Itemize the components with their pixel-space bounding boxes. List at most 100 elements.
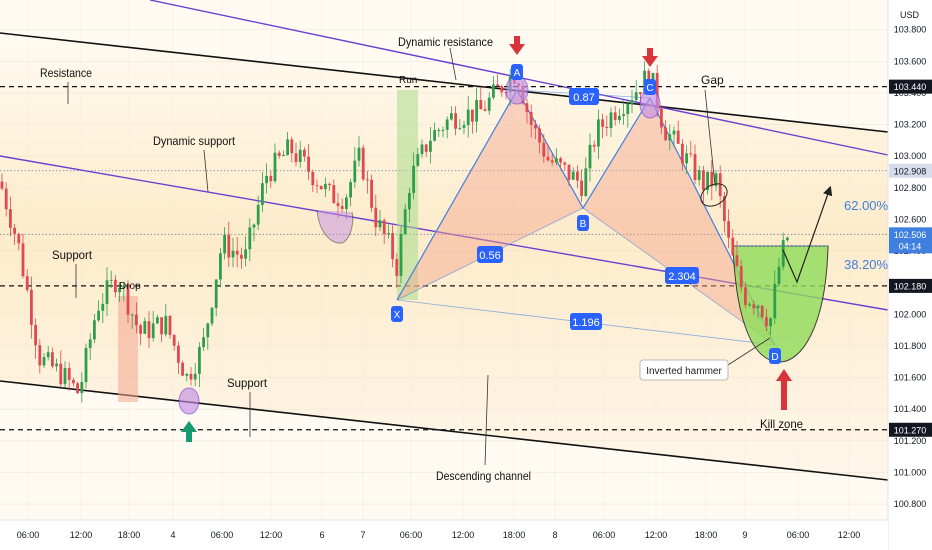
candle-body <box>592 144 596 147</box>
candle-body <box>769 318 772 327</box>
candle-body <box>25 276 29 290</box>
candle-body <box>4 188 8 210</box>
candle-body <box>282 155 285 157</box>
candle-body <box>567 164 571 180</box>
candle-body <box>576 171 579 181</box>
x-tick-label: 18:00 <box>503 530 526 540</box>
y-tick-label: 101.200 <box>894 436 927 446</box>
time-ticks: 06:00 12:00 18:00 4 06:00 12:00 6 7 06:00 12:00 18… <box>17 530 861 540</box>
candle-body <box>13 227 16 234</box>
candle-body <box>198 347 201 374</box>
red-arrow-c <box>642 48 658 67</box>
candle-body <box>168 315 172 335</box>
ratio-box <box>569 88 599 105</box>
candle-body <box>231 250 235 258</box>
candle-body <box>240 254 243 259</box>
drop-zone <box>118 296 138 402</box>
candle-body <box>143 321 147 334</box>
y-tick-label: 101.400 <box>894 404 927 414</box>
ratio-label: 1.196 <box>572 317 600 329</box>
candle-body <box>580 180 583 196</box>
candle-body <box>693 154 697 181</box>
svg-text:Inverted hammer: Inverted hammer <box>646 366 722 377</box>
time-axis[interactable] <box>0 520 888 550</box>
candle-body <box>30 289 33 325</box>
y-tick-label: 101.600 <box>894 373 927 383</box>
candle-body <box>781 240 785 267</box>
candle-body <box>685 153 688 164</box>
candle-body <box>88 339 92 349</box>
ratio-box <box>665 267 699 284</box>
candle-body <box>429 140 432 152</box>
candle-body <box>374 207 378 228</box>
candle-body <box>164 315 168 335</box>
pattern-xab <box>397 90 583 300</box>
candle-body <box>349 182 352 198</box>
candle-body <box>634 92 638 101</box>
candle-body <box>324 183 327 190</box>
x-tick-label: 06:00 <box>400 530 423 540</box>
candle-body <box>744 287 747 305</box>
x-tick-label: 12:00 <box>70 530 93 540</box>
candle-body <box>702 170 705 191</box>
candle-body <box>731 237 735 256</box>
candle-body <box>273 152 277 182</box>
candle-body <box>613 112 617 121</box>
x-tick-label: 12:00 <box>452 530 475 540</box>
candle-body <box>227 234 231 258</box>
candle-body <box>786 237 789 241</box>
candle-body <box>424 144 428 152</box>
price-tag <box>889 278 932 293</box>
label-gap: Gap <box>701 73 724 87</box>
candle-body <box>261 183 264 205</box>
candle-body <box>454 113 457 129</box>
candle-body <box>718 173 722 197</box>
y-tick-label: 103.200 <box>894 120 927 130</box>
candle-body <box>370 179 373 208</box>
candle-body <box>160 317 163 335</box>
candle-body <box>345 197 348 209</box>
candle-body <box>622 114 625 116</box>
candle-body <box>458 127 462 129</box>
candle-body <box>529 111 533 125</box>
candle-body <box>244 249 247 259</box>
candle-body <box>525 103 529 112</box>
candle-body <box>630 100 634 104</box>
candle-body <box>235 250 239 255</box>
candle-body <box>252 224 256 228</box>
candle-body <box>416 154 420 166</box>
ratio-label: 0.87 <box>573 92 594 104</box>
candle-body <box>67 368 71 380</box>
candle-body <box>366 179 369 181</box>
candle-body <box>210 307 214 324</box>
candle-body <box>723 196 726 222</box>
label-kill-zone: Kill zone <box>760 417 803 431</box>
candle-body <box>395 259 399 276</box>
candle-body <box>101 303 105 311</box>
candle-body <box>290 139 294 154</box>
ratio-label: 0.56 <box>479 250 500 262</box>
candle-body <box>135 314 138 326</box>
x-tick-label: 12:00 <box>838 530 861 540</box>
candle-body <box>588 144 592 169</box>
candle-body <box>399 233 403 276</box>
candle-body <box>559 158 562 163</box>
candle-body <box>0 181 4 189</box>
candle-body <box>618 115 621 121</box>
candle-body <box>185 373 189 376</box>
price-tag-value: 102.908 <box>894 166 927 176</box>
candle-body <box>122 285 126 288</box>
candle-body <box>601 119 604 127</box>
candle-body <box>105 280 109 304</box>
pattern-point-label: B <box>580 219 587 230</box>
dynamic-support-bowl <box>316 209 354 244</box>
candle-body <box>361 147 365 180</box>
pattern-bcd <box>583 98 775 345</box>
candle-body <box>76 383 79 394</box>
price-tag <box>889 79 932 94</box>
candle-body <box>706 171 709 191</box>
label-support-left: Support <box>52 248 93 262</box>
candle-body <box>714 173 718 187</box>
candle-body <box>139 325 142 334</box>
